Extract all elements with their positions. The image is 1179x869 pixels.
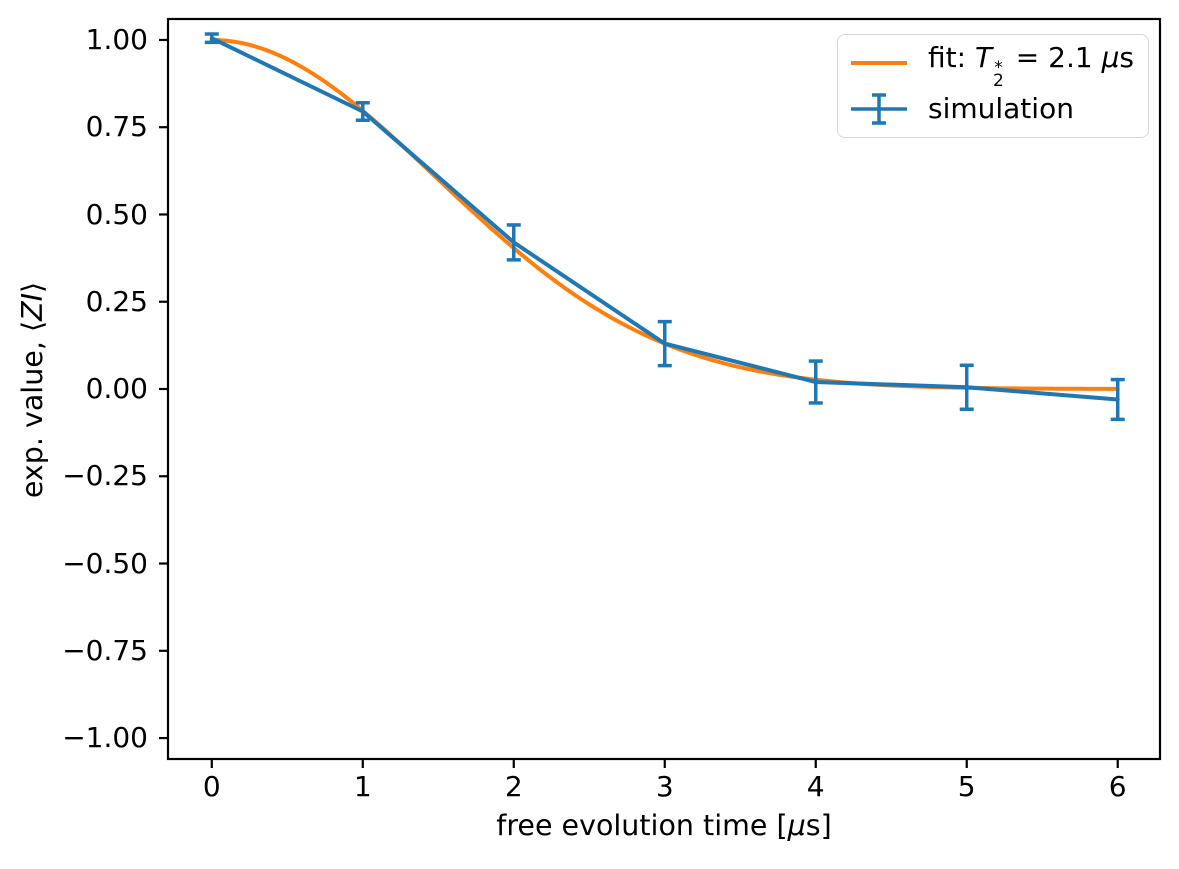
fit-label-subsup: * 2 — [993, 57, 1004, 91]
zi-operator: ZI — [16, 292, 49, 321]
fit-label-prefix: fit: — [927, 40, 975, 74]
langle-symbol: ⟨ — [16, 320, 49, 333]
x-tick-label: 6 — [1108, 770, 1127, 803]
fit-label-T: T — [974, 40, 993, 74]
legend-entry-simulation: simulation — [850, 87, 1134, 131]
y-tick-label: 0.50 — [85, 197, 148, 231]
x-axis-label: free evolution time [μs] — [168, 808, 1160, 844]
fit-label-eq: = 2.1 — [1006, 40, 1102, 74]
legend-entry-fit: fit: T * 2 = 2.1 μs — [850, 39, 1134, 91]
x-tick-label: 2 — [504, 770, 523, 803]
fit-label-mu: μ — [1101, 40, 1120, 74]
simulation-line — [209, 36, 1120, 402]
x-tick-label: 0 — [202, 770, 221, 803]
y-tick-label: 1.00 — [85, 22, 148, 56]
x-axis-label-pre: free evolution time [ — [496, 809, 788, 842]
mu-symbol: μ — [787, 809, 806, 842]
x-tick-label: 5 — [957, 770, 976, 803]
y-tick-label: 0.00 — [85, 372, 148, 405]
y-tick-label: −0.75 — [62, 633, 148, 667]
x-tick-label: 3 — [655, 770, 674, 803]
x-tick-label: 1 — [353, 770, 372, 803]
simulation-errorbar-sample-icon — [850, 93, 907, 125]
fit-line-sample-icon — [850, 61, 907, 65]
legend-label-simulation: simulation — [927, 92, 1074, 125]
legend-label-fit: fit: T * 2 = 2.1 μs — [927, 39, 1134, 91]
y-axis-label: exp. value, ⟨ZI⟩ — [16, 282, 50, 498]
y-tick-label: 0.75 — [85, 110, 148, 144]
axes-spines — [166, 17, 1162, 761]
x-tick-label: 4 — [806, 770, 825, 803]
y-axis-label-pre: exp. value, — [16, 332, 49, 499]
legend: fit: T * 2 = 2.1 μs simulation — [836, 34, 1149, 138]
fit-label-sub: 2 — [993, 70, 1004, 91]
rangle-symbol: ⟩ — [16, 281, 49, 293]
y-tick-label: −1.00 — [62, 721, 148, 755]
y-tick-label: −0.25 — [62, 459, 148, 493]
y-tick-label: −0.50 — [62, 546, 148, 580]
fit-label-unit: s — [1119, 40, 1134, 74]
x-axis-label-post: s] — [805, 809, 832, 842]
y-tick-label: 0.25 — [85, 284, 148, 318]
fit-label-sup: * — [994, 57, 1003, 78]
